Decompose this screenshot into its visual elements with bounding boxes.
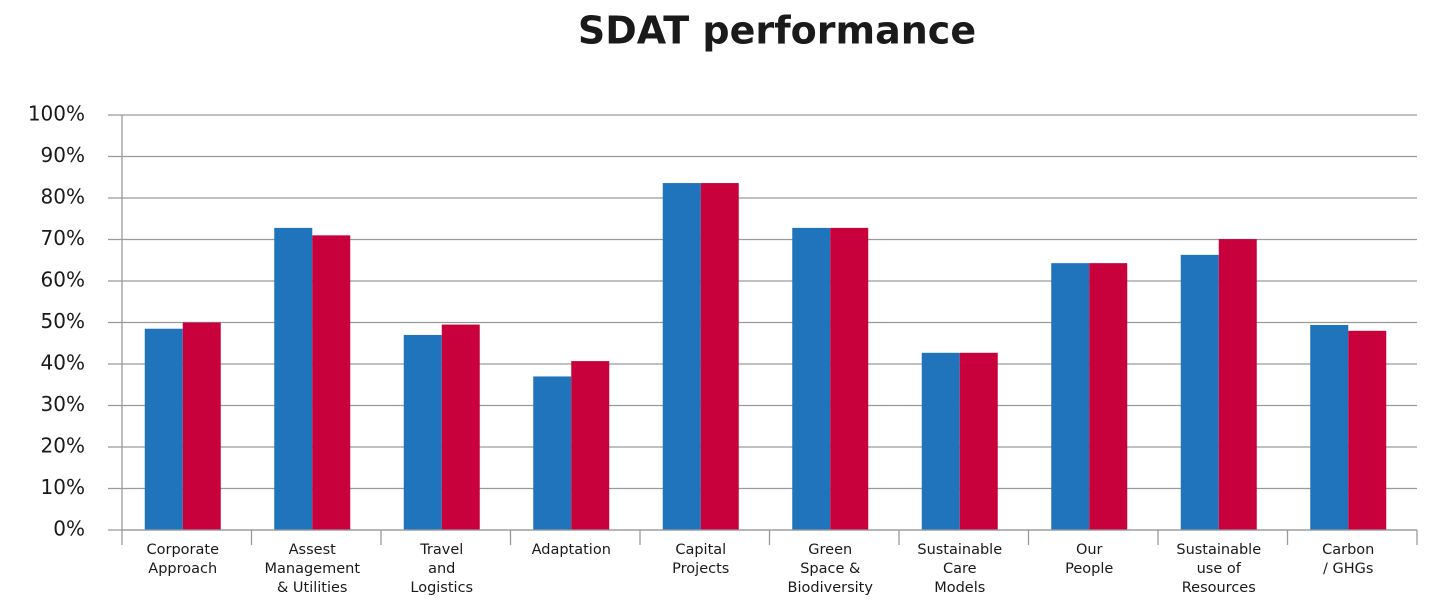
y-tick-label: 100% xyxy=(28,102,85,126)
x-tick-label-line: Carbon xyxy=(1322,542,1374,558)
y-tick-label: 90% xyxy=(41,143,85,167)
bar xyxy=(1218,239,1257,530)
x-tick-label-line: Adaptation xyxy=(532,542,611,558)
bar xyxy=(1310,324,1349,530)
x-tick-label-line: Biodiversity xyxy=(788,580,874,596)
x-tick-label-line: Assest xyxy=(289,542,337,558)
x-tick-label: Our People xyxy=(1065,542,1113,577)
x-tick-label-line: & Utilities xyxy=(277,580,348,596)
x-tick-label-line: Capital xyxy=(675,542,726,558)
x-tick-label-line: Resources xyxy=(1182,580,1256,596)
y-tick-label: 0% xyxy=(53,517,85,541)
x-tick-label-line: Care xyxy=(943,561,977,577)
y-tick-label: 50% xyxy=(41,309,85,333)
bar xyxy=(1089,263,1128,530)
bar xyxy=(959,352,998,530)
x-tick-label-line: Approach xyxy=(148,561,217,577)
x-tick-label: Corporate Approach xyxy=(147,542,220,577)
bar xyxy=(403,334,442,530)
x-tick-label-line: Space & xyxy=(800,561,860,577)
x-tick-label-line: Green xyxy=(808,542,852,558)
x-tick-label-line: Sustainable xyxy=(1176,542,1261,558)
bar xyxy=(1348,330,1387,530)
y-tick-label: 20% xyxy=(41,434,85,458)
bar xyxy=(533,376,572,530)
bar xyxy=(441,324,480,530)
bar xyxy=(182,322,221,530)
y-tick-label: 60% xyxy=(41,268,85,292)
x-tick-label-line: Models xyxy=(934,580,985,596)
x-tick-label-line: Travel xyxy=(419,542,463,558)
y-tick-label: 80% xyxy=(41,185,85,209)
x-tick-label-line: Projects xyxy=(672,561,729,577)
y-tick-label: 30% xyxy=(41,392,85,416)
y-tick-label: 10% xyxy=(41,475,85,499)
bar xyxy=(1051,263,1090,530)
x-tick-label: Adaptation xyxy=(532,542,611,558)
bar xyxy=(274,227,313,530)
bar xyxy=(571,361,610,530)
bar xyxy=(1180,254,1219,531)
x-tick-label-line: use of xyxy=(1197,561,1242,577)
x-tick-label-line: Sustainable xyxy=(917,542,1002,558)
x-tick-label: Green Space & Biodiversity xyxy=(788,542,874,596)
x-tick-label-line: Corporate xyxy=(147,542,220,558)
x-tick-label: Carbon / GHGs xyxy=(1322,542,1374,577)
x-tick-label: Sustainable Care Models xyxy=(917,542,1002,596)
x-tick-label: Capital Projects xyxy=(672,542,729,577)
x-tick-label: Sustainable use of Resources xyxy=(1176,542,1261,596)
x-tick-label-line: / GHGs xyxy=(1323,561,1373,577)
y-tick-label: 70% xyxy=(41,226,85,250)
chart-title: SDAT performance xyxy=(578,9,976,53)
bar xyxy=(312,235,351,530)
bar xyxy=(792,227,831,530)
x-tick-label-line: and xyxy=(428,561,455,577)
x-tick-label-line: Logistics xyxy=(410,580,473,596)
bar xyxy=(700,183,739,530)
x-tick-label-line: Management xyxy=(264,561,360,577)
x-tick-label: Assest Management & Utilities xyxy=(264,542,360,596)
x-tick-label-line: Our xyxy=(1076,542,1103,558)
y-tick-label: 40% xyxy=(41,351,85,375)
bar xyxy=(144,328,183,530)
bar xyxy=(830,227,869,530)
x-tick-label-line: People xyxy=(1065,561,1113,577)
bar xyxy=(662,183,701,530)
x-tick-label: Travel and Logistics xyxy=(410,542,473,596)
bar xyxy=(921,352,960,530)
